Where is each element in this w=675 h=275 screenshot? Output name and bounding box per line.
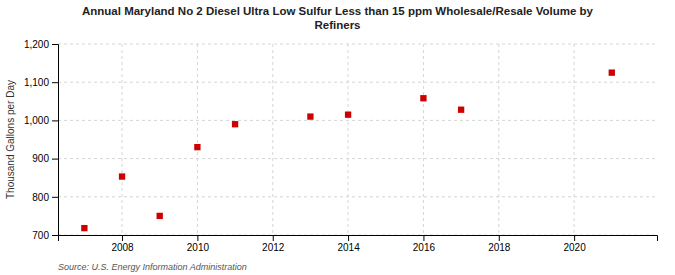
y-axis-label: Thousand Gallons per Day (5, 80, 16, 199)
x-tick: 2020 (563, 235, 586, 253)
x-tick-mark (273, 235, 274, 241)
point (307, 113, 313, 119)
source: Source: U.S. Energy Information Administ… (58, 262, 247, 272)
x-tick-label: 2016 (413, 242, 436, 253)
x-tick-label: 2018 (488, 242, 511, 253)
x-tick-mark (574, 235, 575, 241)
y-tick-label: 1,100 (24, 77, 49, 88)
title-line: Refiners (314, 19, 360, 31)
y-tick-label: 700 (32, 230, 49, 241)
point (458, 107, 464, 113)
grid (58, 44, 657, 235)
grid-line-x (272, 44, 273, 235)
point (420, 95, 426, 101)
x-tick-mark (122, 235, 123, 241)
grid-line-y (58, 196, 657, 197)
plot-area: 2008 2010 2012 2014 2016 2018 2020 700 800 900 1,0… (24, 39, 658, 253)
grid-line-y (58, 82, 657, 83)
x-tick-label: 2010 (187, 242, 210, 253)
y-tick-label: 800 (32, 192, 49, 203)
x-tick-mark (348, 235, 349, 241)
x-tick-label: 2014 (337, 242, 360, 253)
point (609, 69, 615, 75)
x-axis: 2008 2010 2012 2014 2016 2018 2020 (59, 235, 658, 253)
y-tick: 1,100 (24, 77, 58, 88)
grid-line-x (122, 44, 123, 235)
x-tick-mark (197, 235, 198, 241)
y-tick-mark (52, 235, 58, 236)
y-tick-mark (52, 44, 58, 45)
x-tick: 2010 (187, 235, 210, 253)
grid-line-x (348, 44, 349, 235)
grid-line-x (498, 44, 499, 235)
x-tick: 2008 (111, 235, 134, 253)
point (119, 173, 125, 179)
grid-line-y (58, 44, 657, 45)
y-tick-mark (52, 197, 58, 198)
point (81, 225, 87, 231)
grid-line-y (58, 158, 657, 159)
x-tick: 2016 (413, 235, 436, 253)
y-tick-mark (52, 120, 58, 121)
axis-line (52, 45, 59, 236)
title-line: Annual Maryland No 2 Diesel Ultra Low Su… (82, 5, 594, 17)
y-tick-label: 900 (32, 153, 49, 164)
title: Annual Maryland No 2 Diesel Ultra Low Su… (82, 5, 594, 31)
y-tick: 1,000 (24, 115, 58, 126)
points (81, 69, 615, 231)
y-tick-label: 1,200 (24, 39, 49, 50)
x-tick-label: 2020 (563, 242, 586, 253)
x-tick: 2012 (262, 235, 285, 253)
grid-line-x (197, 44, 198, 235)
grid-line-x (423, 44, 424, 235)
point (232, 121, 238, 127)
y-tick-mark (52, 159, 58, 160)
y-axis: 700 800 900 1,000 1,100 1,200 (24, 39, 59, 241)
point (345, 112, 351, 118)
y-tick: 900 (32, 153, 58, 164)
axis-line (59, 236, 658, 242)
y-tick: 700 (32, 230, 58, 241)
point (194, 144, 200, 150)
y-tick-mark (52, 82, 58, 83)
grid-line-x (574, 44, 575, 235)
point (157, 213, 163, 219)
x-tick: 2014 (337, 235, 360, 253)
y-tick: 800 (32, 192, 58, 203)
x-tick-mark (499, 235, 500, 241)
y-tick: 1,200 (24, 39, 58, 50)
x-tick-label: 2012 (262, 242, 285, 253)
x-tick: 2018 (488, 235, 511, 253)
chart: Annual Maryland No 2 Diesel Ultra Low Su… (0, 0, 675, 275)
y-tick-label: 1,000 (24, 115, 49, 126)
x-tick-label: 2008 (111, 242, 134, 253)
x-tick-mark (423, 235, 424, 241)
grid-line-y (58, 120, 657, 121)
